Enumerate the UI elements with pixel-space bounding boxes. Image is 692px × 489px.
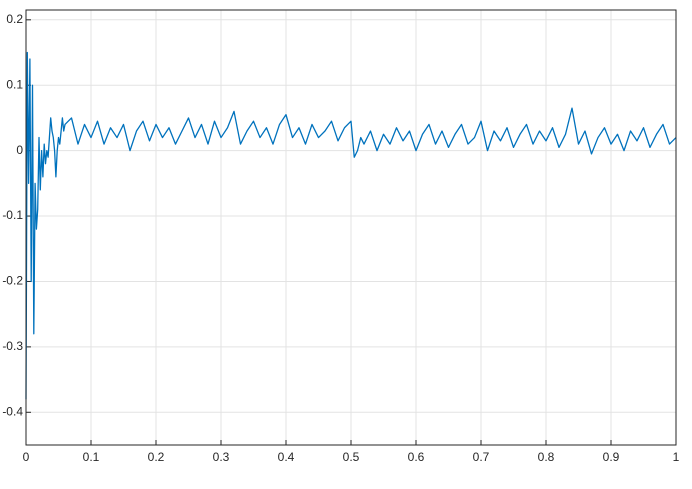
x-tick-label: 1 — [673, 450, 680, 464]
x-tick-label: 0.7 — [473, 450, 490, 464]
x-tick-label: 0.4 — [278, 450, 295, 464]
x-tick-label: 0 — [23, 450, 30, 464]
x-tick-label: 0.6 — [408, 450, 425, 464]
y-tick-label: -0.1 — [2, 208, 23, 222]
y-tick-label: -0.4 — [2, 404, 23, 418]
y-tick-label: 0.1 — [6, 77, 23, 91]
x-tick-label: 0.9 — [603, 450, 620, 464]
x-tick-label: 0.8 — [538, 450, 555, 464]
y-tick-label: 0 — [16, 143, 23, 157]
x-tick-label: 0.2 — [148, 450, 165, 464]
y-tick-label: -0.3 — [2, 339, 23, 353]
y-tick-label: 0.2 — [6, 12, 23, 26]
y-tick-label: -0.2 — [2, 274, 23, 288]
x-tick-label: 0.5 — [343, 450, 360, 464]
axes-box — [25, 9, 677, 446]
x-tick-label: 0.1 — [83, 450, 100, 464]
data-line — [25, 51, 677, 400]
x-tick-label: 0.3 — [213, 450, 230, 464]
